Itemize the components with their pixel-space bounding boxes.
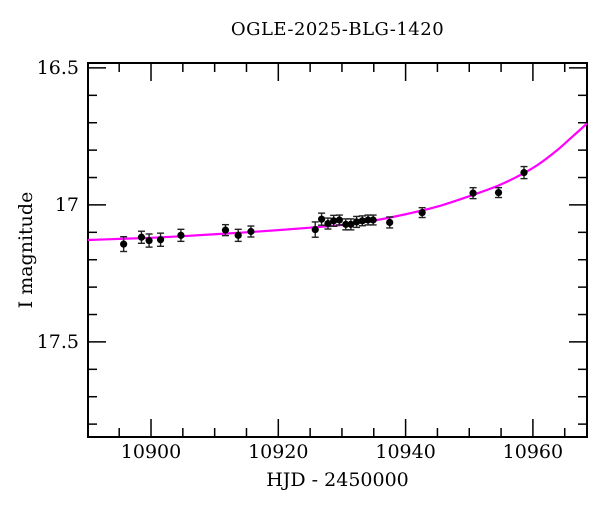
data-point	[330, 217, 338, 225]
data-point	[352, 218, 361, 226]
y-tick-label: 16.5	[37, 57, 79, 79]
x-tick-label: 10920	[248, 441, 308, 463]
data-point	[145, 236, 153, 245]
data-point	[335, 216, 344, 224]
data-point	[358, 217, 366, 225]
data-point	[469, 189, 477, 197]
data-point	[177, 231, 185, 239]
data-point	[120, 240, 128, 248]
data-point	[494, 188, 503, 197]
data-point	[221, 226, 230, 234]
data-point	[520, 168, 528, 177]
data-point	[364, 216, 372, 224]
y-tick-label: 17	[55, 194, 79, 216]
data-point	[137, 233, 146, 241]
plot-title: OGLE-2025-BLG-1420	[230, 19, 445, 40]
data-point	[247, 227, 255, 236]
x-axis-title: HJD - 2450000	[266, 469, 409, 491]
data-point	[369, 216, 377, 224]
data-point	[418, 209, 426, 217]
x-tick-label: 10900	[121, 441, 181, 463]
x-tick-label: 10960	[503, 441, 563, 463]
data-point	[311, 225, 319, 234]
data-point	[386, 218, 394, 227]
y-tick-label: 17.5	[37, 331, 79, 353]
data-point	[317, 215, 326, 223]
data-point	[324, 219, 332, 228]
data-point	[156, 236, 165, 244]
data-point	[342, 220, 350, 228]
x-tick-label: 10940	[375, 441, 435, 463]
data-point	[234, 231, 242, 239]
plot-frame	[87, 62, 588, 438]
data-point	[347, 220, 355, 228]
